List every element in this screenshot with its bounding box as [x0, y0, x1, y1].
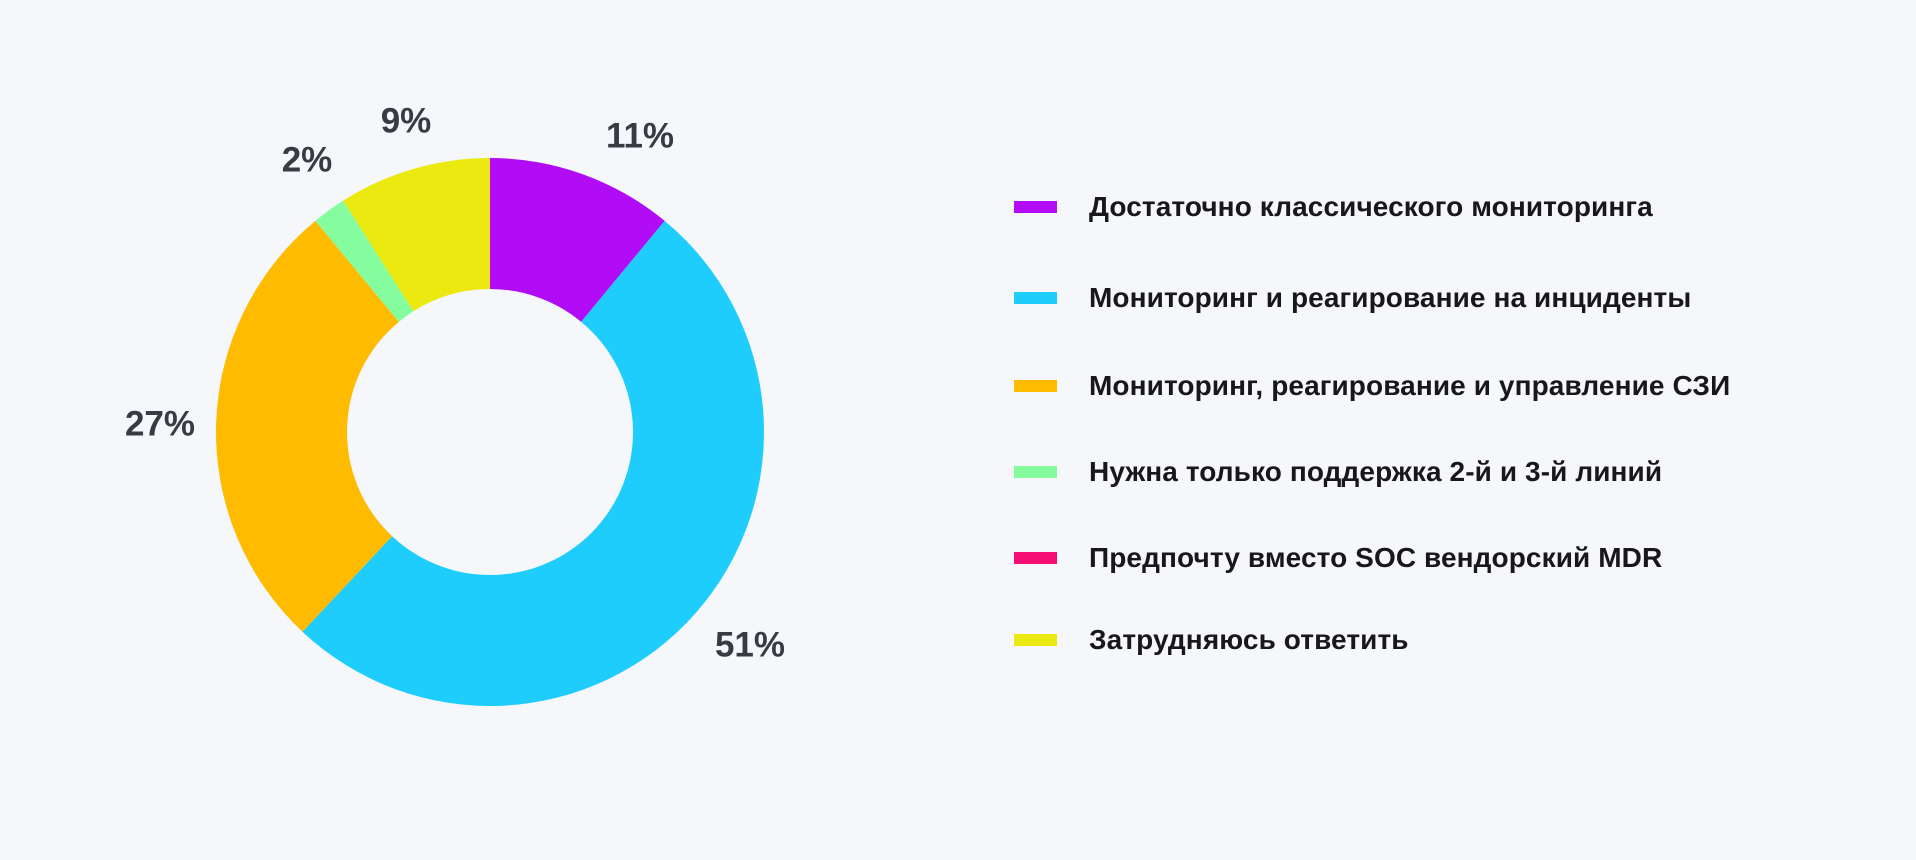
donut-percent-labels: 11% 51% 27% 2% 9%	[125, 101, 785, 664]
legend-label: Достаточно классического мониторинга	[1089, 191, 1653, 222]
legend-label: Затрудняюсь ответить	[1089, 624, 1409, 655]
legend-item-classic-monitoring: Достаточно классического мониторинга	[1014, 187, 1653, 227]
legend-swatch	[1014, 380, 1057, 392]
legend-item-support-lines: Нужна только поддержка 2-й и 3-й линий	[1014, 452, 1662, 492]
legend-label: Мониторинг и реагирование на инциденты	[1089, 282, 1692, 313]
legend-swatch	[1014, 552, 1057, 564]
donut-slice	[343, 158, 490, 312]
donut-chart: 11% 51% 27% 2% 9%	[125, 101, 785, 706]
legend-label: Мониторинг, реагирование и управление СЗ…	[1089, 370, 1731, 401]
slice-percent-label: 27%	[125, 404, 195, 443]
donut-slice	[490, 158, 665, 322]
chart-legend: Достаточно классического мониторинга Мон…	[1014, 0, 1894, 860]
legend-label: Предпочту вместо SOC вендорский MDR	[1089, 542, 1663, 573]
legend-item-monitoring-response: Мониторинг и реагирование на инциденты	[1014, 278, 1691, 318]
legend-swatch	[1014, 292, 1057, 304]
legend-swatch	[1014, 634, 1057, 646]
slice-percent-label: 9%	[381, 101, 432, 140]
legend-swatch	[1014, 466, 1057, 478]
legend-swatch	[1014, 201, 1057, 213]
slice-percent-label: 11%	[606, 116, 674, 155]
donut-slice	[215, 220, 399, 632]
legend-item-hard-to-answer: Затрудняюсь ответить	[1014, 620, 1409, 660]
donut-slices	[215, 158, 764, 706]
slice-percent-label: 2%	[282, 140, 333, 179]
legend-item-vendor-mdr: Предпочту вместо SOC вендорский MDR	[1014, 538, 1662, 578]
donut-slice	[302, 220, 764, 706]
legend-label: Нужна только поддержка 2-й и 3-й линий	[1089, 456, 1663, 487]
legend-item-monitoring-response-szi: Мониторинг, реагирование и управление СЗ…	[1014, 366, 1730, 406]
slice-percent-label: 51%	[715, 625, 785, 664]
donut-slice	[315, 200, 414, 322]
